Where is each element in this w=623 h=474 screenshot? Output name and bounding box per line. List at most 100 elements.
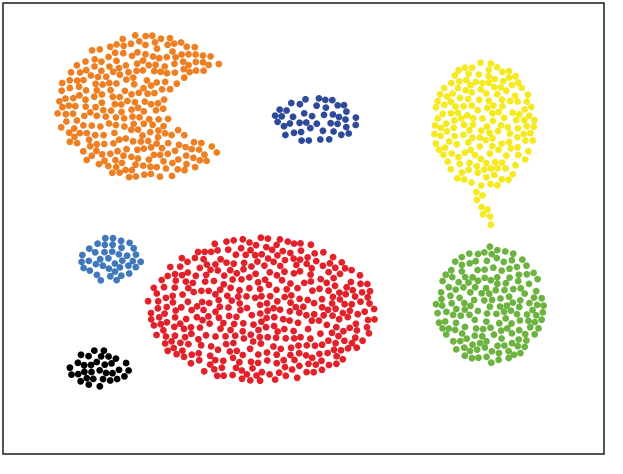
scatter-point (82, 66, 90, 74)
scatter-point (230, 320, 238, 328)
scatter-point (444, 158, 452, 166)
scatter-point (339, 309, 347, 317)
scatter-point (521, 343, 529, 351)
scatter-point (157, 35, 165, 43)
scatter-point (266, 292, 274, 300)
scatter-point (329, 293, 337, 301)
scatter-point (469, 273, 477, 281)
scatter-point (183, 43, 191, 51)
scatter-point (334, 120, 341, 128)
scatter-point (534, 275, 541, 283)
scatter-point (491, 75, 499, 83)
scatter-point (173, 350, 181, 358)
scatter-point (485, 66, 493, 74)
scatter-point (286, 249, 294, 257)
scatter-point (243, 304, 251, 312)
scatter-point (264, 333, 272, 341)
scatter-point (458, 253, 466, 261)
scatter-point (517, 284, 525, 292)
scatter-point (169, 299, 177, 306)
scatter-point (192, 67, 200, 74)
scatter-point (447, 98, 455, 106)
scatter-point (162, 333, 170, 340)
scatter-point (63, 118, 70, 125)
scatter-point (507, 307, 515, 314)
scatter-point (497, 295, 504, 302)
scatter-point (125, 367, 132, 374)
scatter-point (116, 93, 124, 101)
scatter-point (158, 276, 166, 284)
scatter-point (483, 318, 490, 325)
scatter-point (524, 147, 532, 155)
scatter-point (325, 268, 332, 276)
scatter-point (296, 100, 304, 108)
scatter-point (203, 261, 211, 268)
scatter-point (320, 111, 328, 119)
scatter-point (309, 287, 316, 295)
scatter-point (313, 120, 321, 128)
scatter-point (524, 91, 532, 99)
scatter-point (503, 302, 511, 309)
scatter-point (521, 330, 529, 338)
scatter-point (234, 293, 242, 301)
scatter-point (351, 334, 359, 342)
scatter-point (148, 32, 156, 40)
scatter-point (85, 381, 93, 388)
scatter-point (78, 258, 85, 266)
scatter-point (150, 151, 158, 159)
scatter-point (74, 370, 82, 378)
scatter-point (185, 340, 192, 348)
scatter-point (182, 143, 190, 151)
scatter-point (160, 283, 168, 291)
scatter-point (212, 333, 219, 340)
scatter-point (99, 375, 107, 383)
scatter-point (193, 313, 201, 321)
scatter-point (318, 295, 326, 303)
scatter-point (142, 41, 149, 49)
scatter-point (258, 318, 265, 326)
scatter-point (480, 166, 488, 174)
scatter-point (490, 171, 498, 179)
scatter-point (490, 83, 498, 91)
scatter-point (502, 279, 510, 287)
scatter-point (177, 303, 185, 311)
scatter-point (263, 357, 271, 364)
scatter-point (245, 274, 253, 281)
scatter-point (56, 98, 63, 105)
scatter-point (134, 48, 141, 56)
scatter-point (113, 41, 120, 48)
scatter-point (114, 147, 121, 155)
scatter-point (326, 259, 334, 267)
scatter-point (273, 351, 281, 359)
scatter-point (144, 90, 152, 98)
scatter-point (455, 278, 463, 286)
scatter-point (530, 123, 538, 131)
scatter-point (476, 143, 484, 150)
scatter-point (174, 126, 182, 134)
scatter-point (142, 32, 150, 40)
scatter-point (220, 272, 228, 279)
scatter-point (455, 78, 463, 85)
scatter-point (134, 104, 142, 112)
scatter-point (207, 53, 214, 60)
scatter-point (489, 117, 497, 125)
scatter-point (105, 254, 112, 262)
scatter-point (91, 248, 99, 256)
scatter-point (532, 287, 540, 295)
scatter-point (308, 264, 316, 272)
scatter-point (178, 271, 186, 279)
scatter-point (498, 267, 506, 274)
scatter-point (339, 355, 347, 363)
scatter-point (347, 278, 355, 286)
scatter-point (451, 326, 459, 334)
scatter-point (112, 121, 120, 129)
scatter-point (149, 53, 157, 60)
scatter-point (458, 268, 466, 275)
scatter-point (471, 151, 479, 159)
scatter-point (303, 260, 311, 268)
scatter-point (236, 300, 244, 307)
scatter-point (202, 271, 210, 279)
scatter-point (483, 257, 491, 265)
scatter-point (207, 266, 214, 274)
scatter-point (472, 257, 480, 265)
